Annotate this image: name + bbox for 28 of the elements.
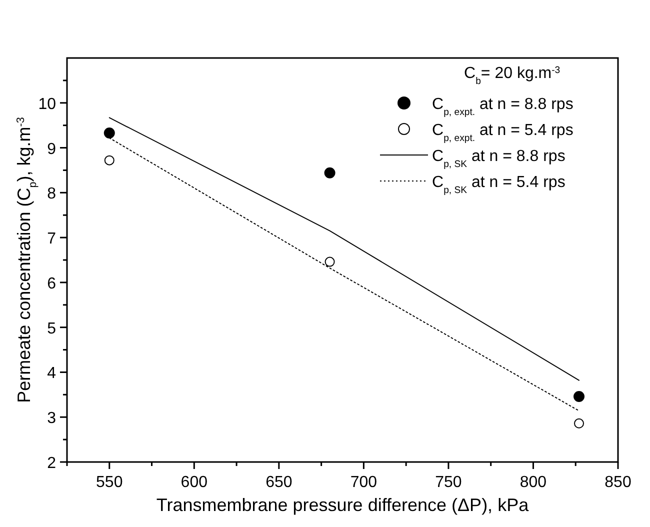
y-tick-label: 9 xyxy=(47,140,56,158)
point xyxy=(324,167,336,178)
x-tick-label: 550 xyxy=(96,474,123,491)
y-tick-label: 3 xyxy=(47,410,56,428)
point xyxy=(324,256,335,267)
y-tick-label: 10 xyxy=(38,96,56,113)
x-tick-label: 800 xyxy=(520,474,547,491)
legend-label: C$_{p, SK}$ at n = 8.8 rps xyxy=(432,148,566,170)
legend-title: C$_{b}$= 20 kg.m$^{-3}$ xyxy=(464,64,560,86)
point xyxy=(104,127,115,138)
x-tick-label: 650 xyxy=(266,474,292,491)
y-tick-label: 6 xyxy=(47,275,56,292)
y-tick-label: 8 xyxy=(47,186,56,203)
y-tick-label: 4 xyxy=(47,365,56,382)
x-axis-title: Transmembrane pressure difference (ΔP), kPa xyxy=(156,495,530,515)
y-tick-label: 7 xyxy=(47,230,56,248)
legend-label: C$_{p, expt.}$ at n = 8.8 rps xyxy=(432,96,574,118)
y-tick-label: 5 xyxy=(47,320,56,338)
legend-label: C$_{p, expt.}$ at n = 5.4 rps xyxy=(432,122,574,144)
x-tick-label: 700 xyxy=(350,474,378,491)
point xyxy=(574,390,585,402)
x-tick-label: 750 xyxy=(435,474,462,491)
point xyxy=(104,155,114,166)
legend-label: C$_{p, SK}$ at n = 5.4 rps xyxy=(432,174,566,196)
x-tick-label: 600 xyxy=(180,474,208,491)
x-tick-label: 850 xyxy=(604,474,632,491)
y-tick-label: 2 xyxy=(47,455,56,472)
point xyxy=(574,418,584,428)
